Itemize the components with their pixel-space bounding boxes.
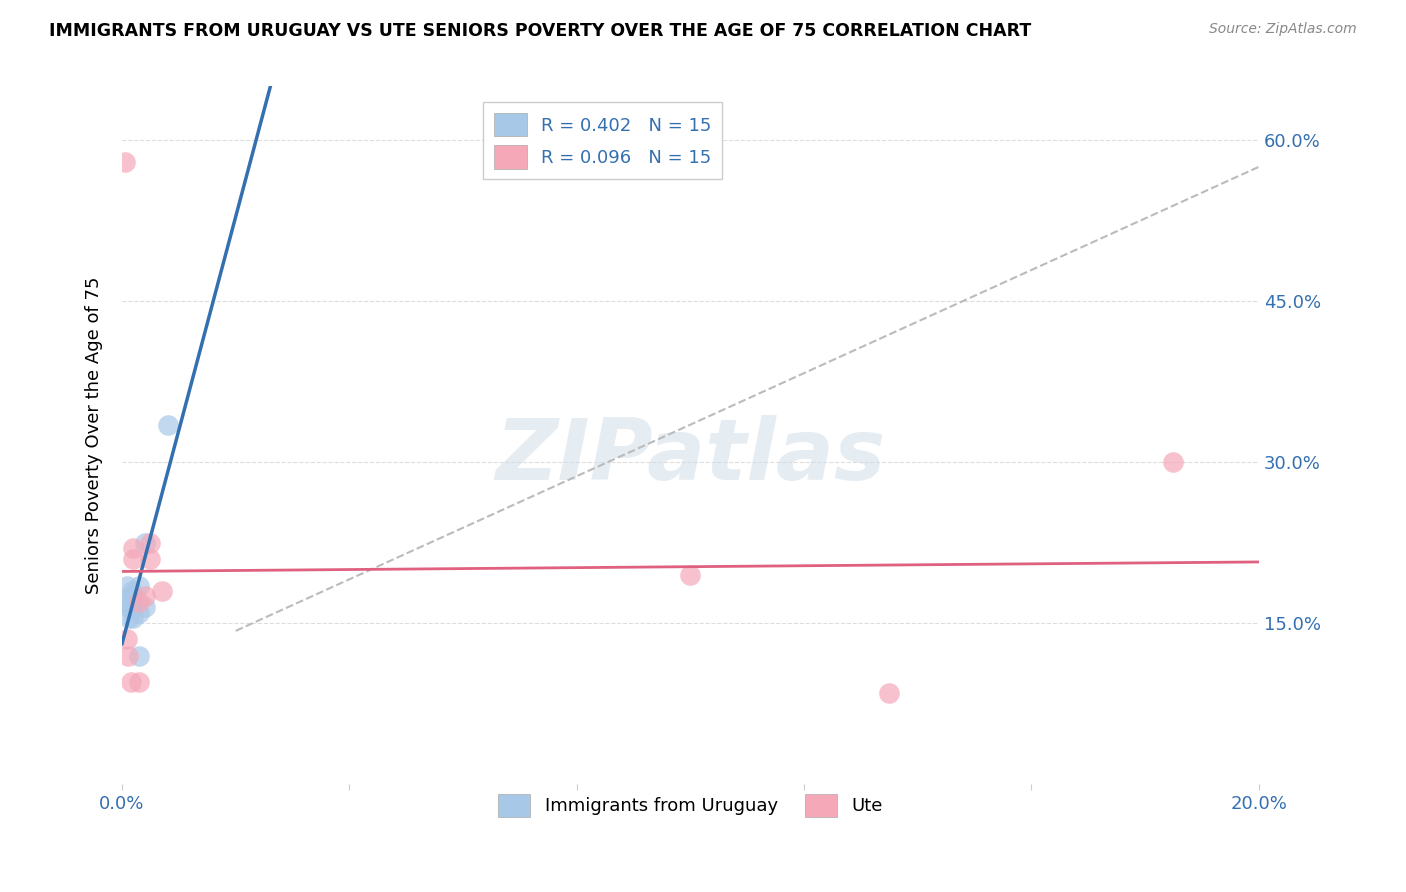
Point	[115, 595, 138, 609]
Point	[114, 154, 136, 169]
Point	[120, 675, 142, 690]
Point	[118, 611, 141, 625]
Point	[139, 536, 162, 550]
Point	[122, 611, 145, 625]
Text: ZIPatlas: ZIPatlas	[495, 415, 886, 498]
Point	[120, 590, 142, 604]
Point	[156, 417, 179, 432]
Point	[139, 552, 162, 566]
Point	[128, 595, 150, 609]
Point	[117, 600, 139, 615]
Point	[117, 648, 139, 663]
Point	[879, 686, 901, 700]
Text: Source: ZipAtlas.com: Source: ZipAtlas.com	[1209, 22, 1357, 37]
Point	[122, 541, 145, 556]
Point	[134, 590, 156, 604]
Point	[150, 584, 173, 599]
Point	[134, 600, 156, 615]
Point	[134, 536, 156, 550]
Point	[115, 632, 138, 647]
Point	[122, 590, 145, 604]
Legend: Immigrants from Uruguay, Ute: Immigrants from Uruguay, Ute	[491, 787, 890, 824]
Point	[120, 600, 142, 615]
Text: IMMIGRANTS FROM URUGUAY VS UTE SENIORS POVERTY OVER THE AGE OF 75 CORRELATION CH: IMMIGRANTS FROM URUGUAY VS UTE SENIORS P…	[49, 22, 1032, 40]
Y-axis label: Seniors Poverty Over the Age of 75: Seniors Poverty Over the Age of 75	[86, 277, 103, 594]
Point	[128, 606, 150, 620]
Point	[128, 579, 150, 593]
Point	[679, 568, 702, 582]
Point	[115, 579, 138, 593]
Point	[128, 648, 150, 663]
Point	[122, 552, 145, 566]
Point	[121, 584, 143, 599]
Point	[1163, 455, 1185, 469]
Point	[128, 675, 150, 690]
